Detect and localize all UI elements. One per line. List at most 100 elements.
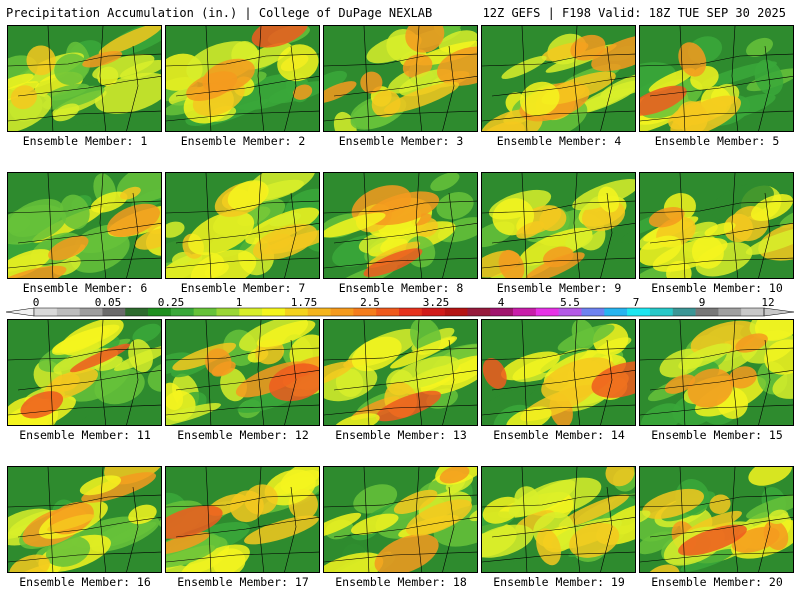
colorbar-left-arrow bbox=[6, 307, 35, 317]
ensemble-map-panel bbox=[481, 25, 636, 132]
precip-field bbox=[8, 467, 161, 572]
ensemble-member-label: Ensemble Member: 14 bbox=[493, 428, 625, 442]
colorbar-segment bbox=[353, 308, 377, 316]
colorbar-tick-label: 3.25 bbox=[423, 298, 450, 309]
colorbar-segment bbox=[170, 308, 194, 316]
ensemble-map-panel bbox=[481, 319, 636, 426]
ensemble-member-label: Ensemble Member: 6 bbox=[22, 281, 148, 295]
colorbar-segment bbox=[284, 308, 309, 316]
colorbar-segment bbox=[34, 308, 58, 316]
colorbar-segment bbox=[193, 308, 217, 316]
ensemble-member-label: Ensemble Member: 10 bbox=[651, 281, 783, 295]
precip-field bbox=[8, 26, 161, 131]
colorbar-right-arrow bbox=[763, 307, 794, 317]
colorbar-segment bbox=[376, 308, 400, 316]
colorbar-tick-label: 1 bbox=[236, 298, 243, 309]
colorbar-segment bbox=[125, 308, 149, 316]
colorbar-tick-label: 5.5 bbox=[560, 298, 580, 309]
ensemble-map-panel bbox=[323, 319, 478, 426]
ensemble-map-panel bbox=[639, 319, 794, 426]
colorbar-segment bbox=[102, 308, 126, 316]
colorbar-segment bbox=[79, 308, 103, 316]
colorbar-segment bbox=[330, 308, 354, 316]
colorbar-segment bbox=[239, 308, 263, 316]
ensemble-map-panel bbox=[7, 25, 162, 132]
ensemble-member-label: Ensemble Member: 7 bbox=[180, 281, 306, 295]
map-title: Precipitation Accumulation (in.) | Colle… bbox=[6, 6, 433, 20]
colorbar-segment bbox=[262, 308, 286, 316]
precip-field bbox=[166, 467, 319, 572]
colorbar-segment bbox=[581, 308, 605, 316]
colorbar-segment bbox=[467, 308, 491, 316]
ensemble-member-label: Ensemble Member: 8 bbox=[338, 281, 464, 295]
colorbar-segment bbox=[399, 308, 423, 316]
ensemble-map-panel bbox=[481, 172, 636, 279]
colorbar-segment bbox=[649, 308, 674, 316]
ensemble-member-label: Ensemble Member: 13 bbox=[335, 428, 467, 442]
colorbar-segment bbox=[695, 308, 719, 316]
precip-field bbox=[482, 173, 635, 278]
ensemble-member-label: Ensemble Member: 11 bbox=[19, 428, 151, 442]
precip-field bbox=[482, 26, 635, 131]
ensemble-map-panel bbox=[323, 172, 478, 279]
ensemble-map-panel bbox=[639, 466, 794, 573]
run-valid-time: 12Z GEFS | F198 Valid: 18Z TUE SEP 30 20… bbox=[482, 6, 786, 20]
colorbar-segment bbox=[672, 308, 696, 316]
colorbar-segment bbox=[490, 308, 514, 316]
precip-field bbox=[166, 173, 319, 278]
ensemble-member-label: Ensemble Member: 18 bbox=[335, 575, 467, 589]
precip-field bbox=[8, 320, 161, 425]
precip-field bbox=[324, 320, 477, 425]
colorbar-segment bbox=[535, 308, 559, 316]
colorbar-segment bbox=[741, 308, 765, 316]
ensemble-map-panel bbox=[165, 25, 320, 132]
ensemble-map-panel bbox=[7, 319, 162, 426]
precip-colorbar: 0 0.05 0.25 1 1.75 2.5 3.25 4 5.5 7 9 12 bbox=[6, 298, 794, 317]
ensemble-map-panel bbox=[639, 25, 794, 132]
colorbar-tick-label: 4 bbox=[498, 298, 505, 309]
precip-field bbox=[166, 320, 319, 425]
precip-field bbox=[482, 467, 635, 572]
ensemble-member-label: Ensemble Member: 20 bbox=[651, 575, 783, 589]
ensemble-member-label: Ensemble Member: 5 bbox=[654, 134, 780, 148]
colorbar-tick-label: 0.05 bbox=[95, 298, 122, 309]
ensemble-member-label: Ensemble Member: 16 bbox=[19, 575, 151, 589]
precip-field bbox=[166, 26, 319, 131]
colorbar-segment bbox=[718, 308, 742, 316]
precip-field bbox=[324, 173, 477, 278]
ensemble-member-label: Ensemble Member: 12 bbox=[177, 428, 309, 442]
precip-field bbox=[482, 320, 635, 425]
colorbar-tick-label: 9 bbox=[699, 298, 706, 309]
precip-field bbox=[640, 26, 793, 131]
ensemble-map-panel bbox=[639, 172, 794, 279]
ensemble-member-label: Ensemble Member: 3 bbox=[338, 134, 464, 148]
precip-field bbox=[8, 173, 161, 278]
colorbar-tick-label: 12 bbox=[761, 298, 774, 309]
colorbar-segment bbox=[421, 308, 445, 316]
colorbar-segment bbox=[627, 308, 651, 316]
ensemble-member-label: Ensemble Member: 4 bbox=[496, 134, 622, 148]
ensemble-map-panel bbox=[7, 172, 162, 279]
ensemble-member-label: Ensemble Member: 1 bbox=[22, 134, 148, 148]
colorbar-segment bbox=[558, 308, 582, 316]
ensemble-map-panel bbox=[165, 319, 320, 426]
ensemble-member-label: Ensemble Member: 19 bbox=[493, 575, 625, 589]
colorbar-segment bbox=[444, 308, 468, 316]
ensemble-member-label: Ensemble Member: 15 bbox=[651, 428, 783, 442]
colorbar-tick-label: 1.75 bbox=[291, 298, 318, 309]
ensemble-map-panel bbox=[7, 466, 162, 573]
ensemble-map-panel bbox=[323, 25, 478, 132]
ensemble-member-label: Ensemble Member: 2 bbox=[180, 134, 306, 148]
precip-field bbox=[324, 467, 477, 572]
colorbar-tick-label: 2.5 bbox=[360, 298, 380, 309]
colorbar-tick-label: 0 bbox=[33, 298, 40, 309]
colorbar-segment bbox=[604, 308, 628, 316]
ensemble-member-label: Ensemble Member: 17 bbox=[177, 575, 309, 589]
colorbar-tick-label: 0.25 bbox=[158, 298, 185, 309]
colorbar-segment bbox=[307, 308, 331, 316]
ensemble-map-panel bbox=[165, 172, 320, 279]
colorbar-tick-label: 7 bbox=[633, 298, 640, 309]
precip-field bbox=[640, 467, 793, 572]
colorbar-segment bbox=[216, 308, 240, 316]
ensemble-member-label: Ensemble Member: 9 bbox=[496, 281, 622, 295]
